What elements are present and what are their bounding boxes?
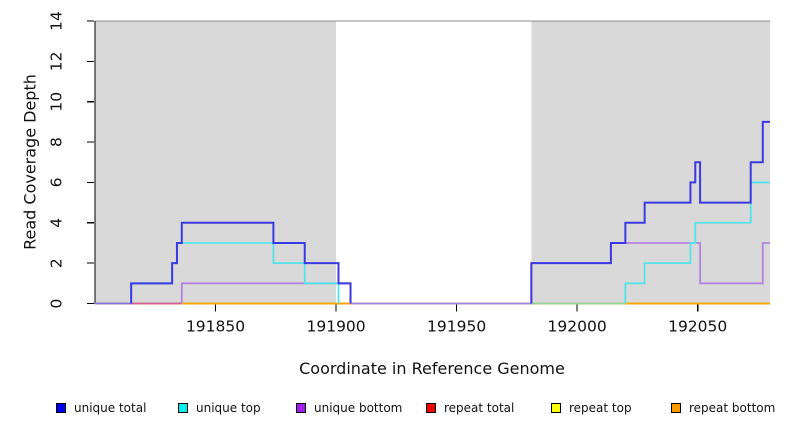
legend-label: unique top: [196, 401, 261, 415]
legend-item-repeat-total: repeat total: [426, 401, 514, 415]
y-tick-label: 10: [48, 92, 66, 112]
x-tick-label: 191850: [186, 318, 245, 336]
legend-item-unique-total: unique total: [56, 401, 146, 415]
coverage-chart: 191850 191900 191950 192000 192050 0 2 4 6 8 10 12 1…: [48, 11, 770, 336]
y-tick-label: 2: [48, 258, 66, 268]
legend-label: repeat total: [444, 401, 515, 415]
legend-label: repeat bottom: [689, 401, 776, 415]
x-axis-title: Coordinate in Reference Genome: [299, 359, 565, 378]
legend-item-unique-bottom: unique bottom: [296, 401, 402, 415]
unique-top-swatch-icon: [178, 403, 188, 413]
y-tick-label: 6: [48, 177, 66, 187]
unique-bottom-swatch-icon: [296, 403, 306, 413]
y-tick-label: 12: [48, 51, 66, 71]
legend-item-repeat-bottom: repeat bottom: [671, 401, 775, 415]
masked-region: [531, 21, 770, 304]
y-axis-title: Read Coverage Depth: [20, 74, 40, 250]
legend-label: unique bottom: [314, 401, 403, 415]
legend-item-repeat-top: repeat top: [551, 401, 632, 415]
series-unique-top: [624, 181, 770, 304]
x-tick-label: 192000: [548, 318, 607, 336]
repeat-top-swatch-icon: [551, 403, 561, 413]
x-tick-label: 191950: [427, 318, 486, 336]
x-tick-label: 192050: [668, 318, 727, 336]
y-tick-label: 8: [48, 137, 66, 147]
repeat-total-swatch-icon: [426, 403, 436, 413]
series-unique-total: [530, 120, 770, 304]
legend-item-unique-top: unique top: [178, 401, 261, 415]
masked-region: [95, 21, 337, 304]
y-tick-label: 0: [48, 299, 66, 309]
x-tick-label: 191900: [306, 318, 365, 336]
repeat-bottom-swatch-icon: [671, 403, 681, 413]
y-tick-label: 14: [48, 11, 66, 31]
legend-label: repeat top: [569, 401, 632, 415]
y-tick-label: 4: [48, 218, 66, 228]
legend-label: unique total: [74, 401, 147, 415]
series-unique-total: [130, 221, 352, 304]
unique-total-swatch-icon: [56, 403, 66, 413]
